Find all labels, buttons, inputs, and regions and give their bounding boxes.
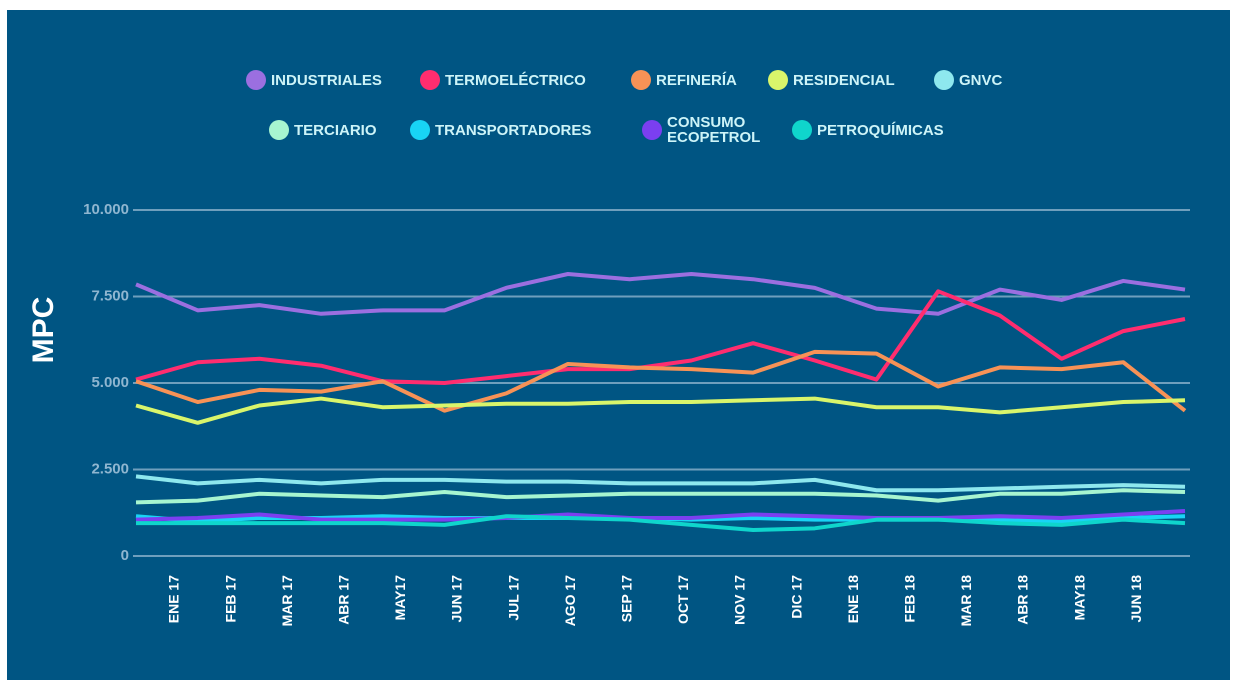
y-tick-label: 2.500 xyxy=(91,460,129,477)
legend-swatch xyxy=(631,70,651,90)
panel xyxy=(7,10,1230,680)
x-tick-label: JUN 17 xyxy=(449,575,465,623)
y-tick-label: 10.000 xyxy=(83,201,129,218)
legend-item: REFINERÍA xyxy=(631,70,737,90)
legend-swatch xyxy=(768,70,788,90)
x-tick-label: ABR 18 xyxy=(1015,575,1031,625)
series-line xyxy=(135,509,1186,522)
legend-label: GNVC xyxy=(959,71,1003,89)
legend-label: RESIDENCIAL xyxy=(793,71,895,89)
x-tick-label: MAY18 xyxy=(1071,575,1087,621)
legend-item: CONSUMO ECOPETROL xyxy=(642,115,782,145)
x-tick-label: MAY17 xyxy=(392,575,408,621)
x-tick-label: AGO 17 xyxy=(562,575,578,627)
series-line xyxy=(135,349,1187,413)
x-tick-label: ENE 18 xyxy=(845,575,861,623)
legend-swatch xyxy=(410,120,430,140)
x-tick-label: DIC 17 xyxy=(788,575,804,619)
x-tick-label: MAR 17 xyxy=(279,575,295,627)
legend-swatch xyxy=(246,70,266,90)
legend-label: INDUSTRIALES xyxy=(271,71,382,89)
legend-swatch xyxy=(934,70,954,90)
x-tick-label: FEB 17 xyxy=(222,575,238,623)
legend-label: TERMOELÉCTRICO xyxy=(445,71,586,89)
legend-item: TERMOELÉCTRICO xyxy=(420,70,586,90)
series-line xyxy=(135,396,1186,425)
x-tick-label: OCT 17 xyxy=(675,575,691,624)
legend-label: PETROQUÍMICAS xyxy=(817,121,944,139)
x-tick-label: FEB 18 xyxy=(902,575,918,623)
series-line xyxy=(136,514,1186,533)
legend-item: TERCIARIO xyxy=(269,120,377,140)
x-tick-label: JUL 17 xyxy=(505,575,521,621)
series-line xyxy=(135,272,1186,316)
x-tick-label: JUN 18 xyxy=(1128,575,1144,623)
y-tick-label: 5.000 xyxy=(91,374,129,391)
legend-swatch xyxy=(420,70,440,90)
x-tick-label: NOV 17 xyxy=(732,575,748,625)
legend-item: RESIDENCIAL xyxy=(768,70,895,90)
legend-label: TRANSPORTADORES xyxy=(435,121,592,139)
legend-swatch xyxy=(792,120,812,140)
x-tick-label: ABR 17 xyxy=(336,575,352,625)
legend-item: PETROQUÍMICAS xyxy=(792,120,944,140)
legend-swatch xyxy=(642,120,662,140)
legend-swatch xyxy=(269,120,289,140)
y-tick-label: 0 xyxy=(121,547,129,564)
x-tick-label: ENE 17 xyxy=(166,575,182,623)
legend-item: INDUSTRIALES xyxy=(246,70,382,90)
legend-item: GNVC xyxy=(934,70,1002,90)
legend-label: REFINERÍA xyxy=(656,71,737,89)
series-line xyxy=(135,289,1186,385)
y-tick-label: 7.500 xyxy=(91,287,129,304)
legend-label: TERCIARIO xyxy=(294,121,377,139)
series-line xyxy=(135,488,1186,505)
series-line xyxy=(135,474,1186,493)
x-tick-label: MAR 18 xyxy=(958,575,974,627)
y-axis-label: MPC xyxy=(27,297,60,364)
legend-label: CONSUMO ECOPETROL xyxy=(667,114,761,146)
legend-item: TRANSPORTADORES xyxy=(410,120,591,140)
x-tick-label: SEP 17 xyxy=(619,575,635,622)
